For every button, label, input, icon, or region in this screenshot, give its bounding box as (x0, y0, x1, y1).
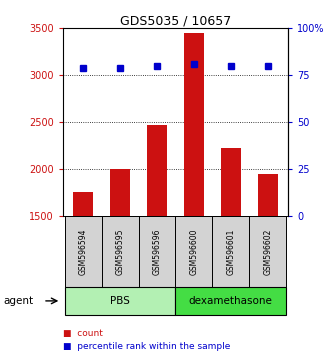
Bar (258, 174, 278, 216)
Text: ■  percentile rank within the sample: ■ percentile rank within the sample (63, 342, 230, 350)
Bar (102, 216, 139, 287)
Text: dexamethasone: dexamethasone (189, 296, 273, 306)
Text: PBS: PBS (110, 296, 130, 306)
Bar (221, 148, 241, 216)
Text: GSM596602: GSM596602 (263, 228, 272, 275)
Text: agent: agent (3, 296, 33, 306)
Bar (65, 216, 102, 287)
Text: GSM596596: GSM596596 (153, 228, 162, 275)
Text: GSM596600: GSM596600 (189, 228, 198, 275)
Text: GSM596594: GSM596594 (79, 228, 88, 275)
Bar (147, 125, 167, 216)
Text: GSM596601: GSM596601 (226, 228, 235, 275)
Bar (65, 287, 175, 315)
Title: GDS5035 / 10657: GDS5035 / 10657 (120, 14, 231, 27)
Bar (175, 216, 212, 287)
Bar (139, 216, 175, 287)
Text: ■  count: ■ count (63, 329, 103, 338)
Bar (110, 169, 130, 216)
Bar (212, 216, 249, 287)
Text: GSM596595: GSM596595 (116, 228, 124, 275)
Bar (184, 33, 204, 216)
Bar (73, 193, 93, 216)
Bar (249, 216, 286, 287)
Bar (175, 287, 286, 315)
